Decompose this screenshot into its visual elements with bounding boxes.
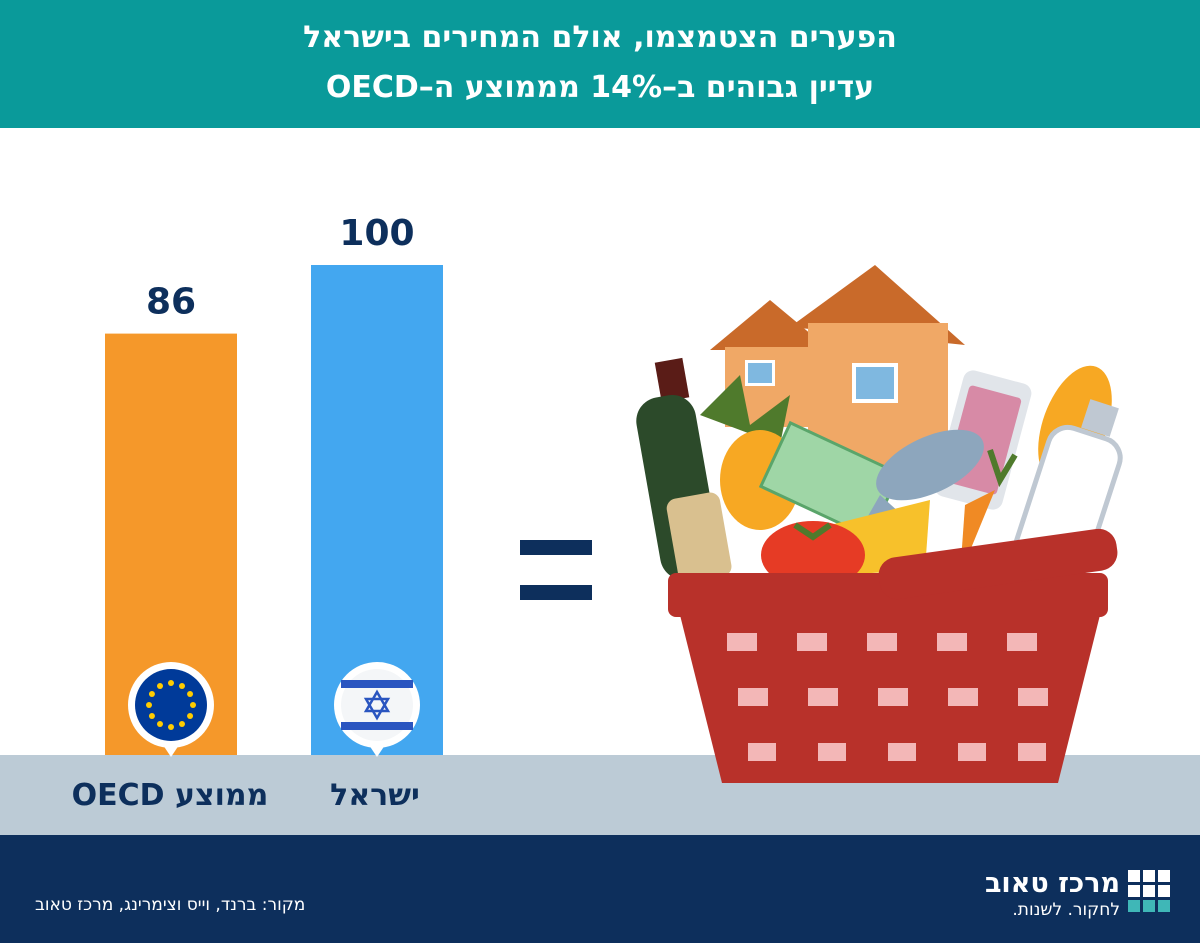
equals-icon [520, 540, 592, 600]
eu-flag-icon [128, 662, 214, 757]
chart-title-line-2: עדיין גבוהים ב–14% מממוצע ה–OECD [325, 70, 875, 105]
value-label-israel: 100 [339, 213, 414, 254]
tomato-icon [761, 521, 865, 589]
bar-chart: 86 100 [105, 213, 443, 757]
israel-flag-icon [334, 662, 420, 757]
category-label-oecd: ממוצע OECD [71, 778, 269, 813]
logo-name: מרכז טאוב [984, 868, 1120, 899]
source-note: מקור: ברנד, וייס וצימרינג, מרכז טאוב [35, 895, 306, 915]
basket-icon [668, 528, 1118, 783]
title-band: הפערים הצטמצמו, אולם המחירים בישראל עדיי… [0, 0, 1200, 128]
shopping-basket-illustration [636, 265, 1123, 783]
value-label-oecd: 86 [146, 282, 196, 323]
chart-title-line-1: הפערים הצטמצמו, אולם המחירים בישראל [303, 20, 897, 55]
footer-band [0, 835, 1200, 943]
taub-grid-logo-icon [1128, 870, 1170, 912]
wine-bottle-icon [636, 357, 732, 583]
equals-bar-top [520, 540, 592, 555]
logo-tagline: לחקור. לשנות. [1012, 900, 1120, 920]
category-label-israel: ישראל [330, 778, 420, 813]
equals-bar-bottom [520, 585, 592, 600]
